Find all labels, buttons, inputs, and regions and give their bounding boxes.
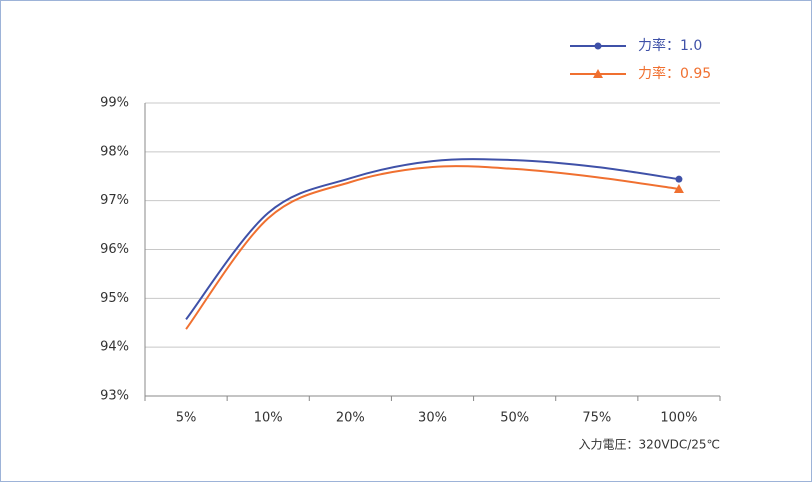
y-tick-label: 94%: [100, 340, 129, 355]
marker: [673, 183, 684, 193]
series-line: [185, 158, 680, 320]
legend-label: 力率：0.95: [638, 65, 711, 82]
marker: [593, 69, 603, 78]
y-tick-label: 96%: [100, 242, 129, 257]
x-tick-label: 100%: [660, 411, 697, 426]
y-tick-label: 98%: [100, 144, 129, 159]
legend-label: 力率：1.0: [638, 37, 702, 54]
marker: [675, 175, 683, 183]
annotation: 入力電圧：320VDC/25℃: [578, 438, 720, 452]
y-tick-label: 99%: [100, 96, 129, 111]
y-tick-label: 93%: [100, 389, 129, 404]
series-line: [185, 165, 680, 330]
x-tick-label: 30%: [418, 411, 447, 426]
x-tick-label: 10%: [254, 411, 283, 426]
x-tick-label: 5%: [176, 411, 197, 426]
x-tick-label: 50%: [500, 411, 529, 426]
x-tick-label: 75%: [582, 411, 611, 426]
marker: [594, 42, 602, 50]
y-tick-label: 97%: [100, 193, 129, 208]
x-tick-label: 20%: [336, 411, 365, 426]
y-tick-label: 95%: [100, 291, 129, 306]
